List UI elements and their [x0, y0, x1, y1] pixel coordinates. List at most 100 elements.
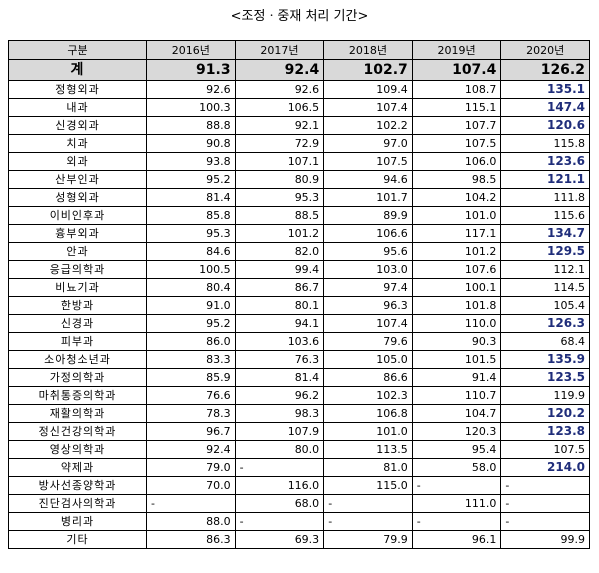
cell: 96.1 [411, 530, 502, 549]
cell: 92.6 [146, 80, 236, 99]
cell: 88.8 [146, 116, 236, 135]
cell: 107.4 [323, 314, 413, 333]
row-label: 소아청소년과 [8, 350, 147, 369]
cell: 81.0 [323, 458, 413, 477]
row: 재활의학과 78.3 98.3 106.8 104.7 120.2 [8, 404, 590, 423]
cell: - [500, 494, 590, 513]
row: 신경외과 88.8 92.1 102.2 107.7 120.6 [8, 116, 590, 135]
row-label: 안과 [8, 242, 147, 261]
header-cell: 구분 [8, 40, 147, 60]
cell: 97.0 [323, 134, 413, 153]
cell: 115.0 [323, 476, 413, 495]
row: 산부인과 95.2 80.9 94.6 98.5 121.1 [8, 170, 590, 189]
cell: 91.0 [146, 296, 236, 315]
cell: 107.7 [411, 116, 502, 135]
row-label: 비뇨기과 [8, 278, 147, 297]
cell: 70.0 [146, 476, 236, 495]
cell: 100.3 [146, 98, 236, 117]
row: 내과 100.3 106.5 107.4 115.1 147.4 [8, 98, 590, 117]
cell: 95.3 [234, 188, 325, 207]
row: 피부과 86.0 103.6 79.6 90.3 68.4 [8, 332, 590, 351]
cell: 81.4 [146, 188, 236, 207]
cell: 88.0 [146, 512, 236, 531]
cell: 100.5 [146, 260, 236, 279]
row-label: 내과 [8, 98, 147, 117]
cell: 95.2 [146, 314, 236, 333]
cell: 86.7 [234, 278, 325, 297]
cell: 135.9 [500, 350, 590, 369]
row: 진단검사의학과 -68.0-111.0- [8, 494, 590, 513]
row-label: 재활의학과 [8, 404, 147, 423]
cell: - [234, 512, 325, 531]
cell: 101.5 [411, 350, 502, 369]
cell: 115.6 [500, 206, 590, 225]
cell: 111.8 [500, 188, 590, 207]
cell: 126.2 [500, 59, 590, 81]
cell: 102.7 [323, 59, 413, 81]
row: 비뇨기과 80.4 86.7 97.4 100.1 114.5 [8, 278, 590, 297]
cell: 85.9 [146, 368, 236, 387]
cell: 147.4 [500, 98, 590, 117]
header-cell: 2019년 [411, 40, 502, 60]
header-cell: 2016년 [146, 40, 236, 60]
cell: 95.2 [146, 170, 236, 189]
cell: 79.6 [323, 332, 413, 351]
cell: 129.5 [500, 242, 590, 261]
cell: 115.8 [500, 134, 590, 153]
cell: 80.1 [234, 296, 325, 315]
cell: 98.5 [411, 170, 502, 189]
cell: 101.2 [411, 242, 502, 261]
cell: 107.6 [411, 260, 502, 279]
row-label: 정신건강의학과 [8, 422, 147, 441]
cell: 78.3 [146, 404, 236, 423]
cell: 95.6 [323, 242, 413, 261]
cell: 82.0 [234, 242, 325, 261]
cell: 119.9 [500, 386, 590, 405]
cell: 115.1 [411, 98, 502, 117]
row-label: 이비인후과 [8, 206, 147, 225]
cell: 107.5 [411, 134, 502, 153]
row: 이비인후과 85.8 88.5 89.9 101.0 115.6 [8, 206, 590, 225]
cell: 121.1 [500, 170, 590, 189]
cell: 101.7 [323, 188, 413, 207]
cell: 116.0 [234, 476, 325, 495]
cell: 96.3 [323, 296, 413, 315]
cell: 58.0 [411, 458, 502, 477]
cell: 110.0 [411, 314, 502, 333]
cell: 126.3 [500, 314, 590, 333]
cell: 103.6 [234, 332, 325, 351]
cell: - [411, 512, 502, 531]
cell: 80.4 [146, 278, 236, 297]
cell: 85.8 [146, 206, 236, 225]
row-label: 산부인과 [8, 170, 147, 189]
cell: 95.3 [146, 224, 236, 243]
cell: 120.2 [500, 404, 590, 423]
cell: 83.3 [146, 350, 236, 369]
row: 병리과 88.0- - - - [8, 512, 590, 531]
cell: 92.6 [234, 80, 325, 99]
row: 치과 90.8 72.9 97.0 107.5 115.8 [8, 134, 590, 153]
row: 정신건강의학과 96.7 107.9 101.0 120.3 123.8 [8, 422, 590, 441]
cell: 80.9 [234, 170, 325, 189]
row: 기타 86.3 69.3 79.9 96.1 99.9 [8, 530, 590, 549]
cell: - [500, 476, 590, 495]
row: 한방과 91.0 80.1 96.3 101.8 105.4 [8, 296, 590, 315]
cell: 84.6 [146, 242, 236, 261]
cell: 106.8 [323, 404, 413, 423]
cell: 99.4 [234, 260, 325, 279]
row: 영상의학과 92.4 80.0 113.5 95.4 107.5 [8, 440, 590, 459]
row-label: 병리과 [8, 512, 147, 531]
row-label: 정형외과 [8, 80, 147, 99]
row-label: 진단검사의학과 [8, 494, 147, 513]
cell: - [323, 494, 413, 513]
cell: 105.0 [323, 350, 413, 369]
cell: 97.4 [323, 278, 413, 297]
cell: 86.6 [323, 368, 413, 387]
cell: 89.9 [323, 206, 413, 225]
cell: 96.2 [234, 386, 325, 405]
cell: 105.4 [500, 296, 590, 315]
header-cell: 2020년 [500, 40, 590, 60]
cell: 101.0 [323, 422, 413, 441]
cell: 109.4 [323, 80, 413, 99]
